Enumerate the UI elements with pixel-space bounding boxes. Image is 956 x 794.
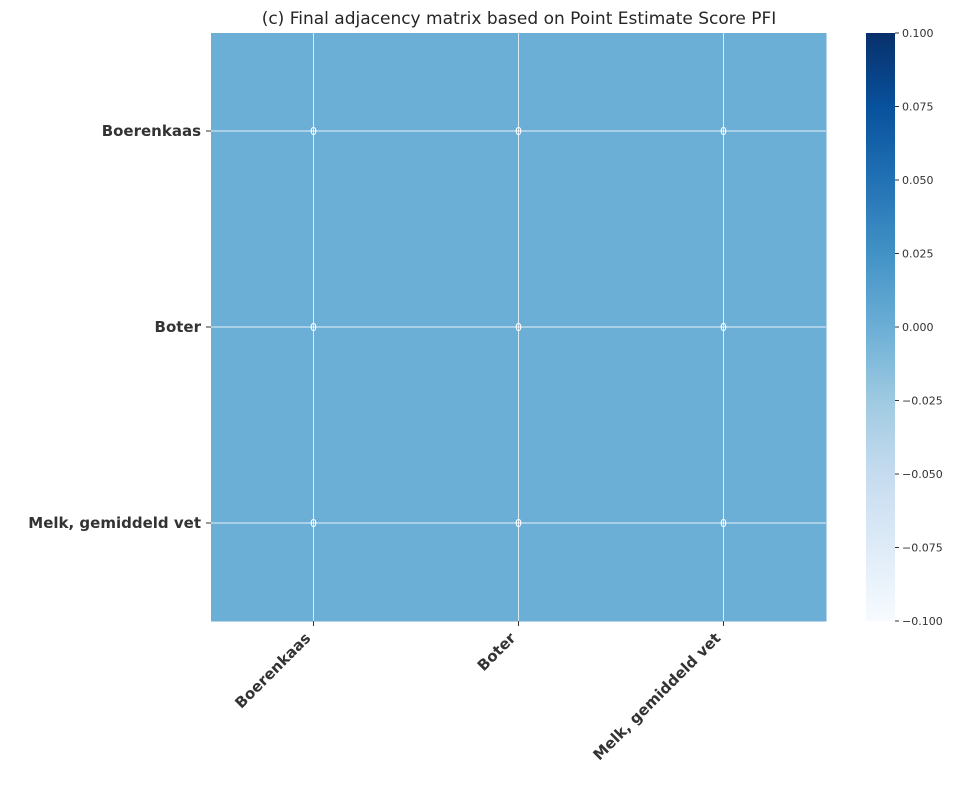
cell-annotation: 0 — [720, 517, 727, 530]
chart-title: (c) Final adjacency matrix based on Poin… — [262, 9, 777, 29]
cell-annotation: 0 — [310, 321, 317, 334]
colorbar-tick-label: 0.075 — [902, 101, 934, 114]
x-tick-label: Boerenkaas — [231, 629, 314, 712]
colorbar-tick-label: 0.000 — [902, 321, 934, 334]
y-tick-label: Boerenkaas — [102, 122, 201, 140]
y-tick-label: Melk, gemiddeld vet — [28, 514, 201, 532]
cell-annotations: 0 0 0 0 0 0 0 0 0 — [310, 125, 727, 530]
cell-annotation: 0 — [515, 517, 522, 530]
cell-annotation: 0 — [310, 125, 317, 138]
colorbar-tick-label: 0.025 — [902, 248, 934, 261]
x-tick-label: Melk, gemiddeld vet — [589, 629, 724, 764]
cell-annotation: 0 — [310, 517, 317, 530]
colorbar-gradient — [866, 33, 895, 621]
colorbar: 0.100 0.075 0.050 0.025 0.000 −0.025 −0.050 −0.… — [866, 27, 943, 628]
colorbar-tick-label: −0.100 — [902, 615, 943, 628]
y-tick-label: Boter — [155, 318, 202, 336]
x-axis: Boerenkaas Boter Melk, gemiddeld vet — [231, 621, 724, 764]
cell-annotation: 0 — [515, 321, 522, 334]
grid-lines — [211, 33, 826, 621]
colorbar-tick-label: −0.075 — [902, 542, 943, 555]
colorbar-tick-label: 0.050 — [902, 174, 934, 187]
cell-annotation: 0 — [720, 321, 727, 334]
y-axis: Boerenkaas Boter Melk, gemiddeld vet — [28, 122, 211, 532]
colorbar-tick-label: −0.025 — [902, 395, 943, 408]
colorbar-tick-label: 0.100 — [902, 27, 934, 40]
cell-annotation: 0 — [720, 125, 727, 138]
colorbar-tick-label: −0.050 — [902, 468, 943, 481]
x-tick-label: Boter — [474, 629, 520, 675]
cell-annotation: 0 — [515, 125, 522, 138]
